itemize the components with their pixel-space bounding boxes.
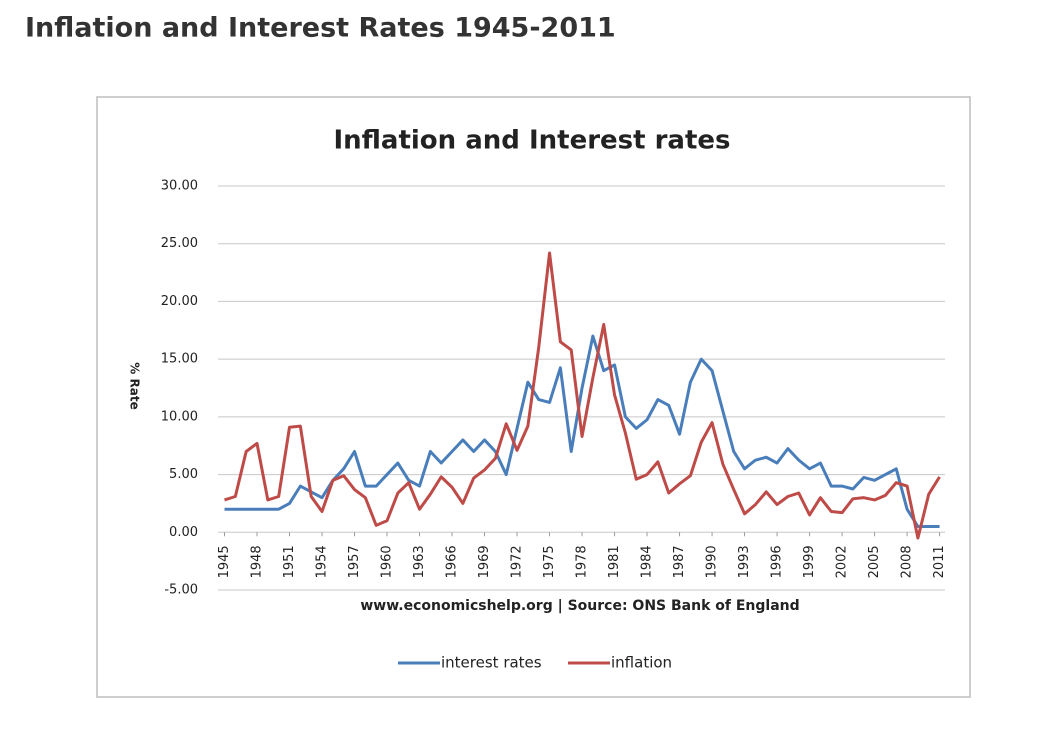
x-tick-label: 1951 [282, 545, 297, 578]
y-tick-label: 5.00 [169, 467, 198, 482]
x-tick-label: 2002 [835, 545, 850, 578]
x-tick-label: 1945 [217, 545, 232, 578]
page-title: Inflation and Interest Rates 1945-2011 [25, 13, 616, 44]
x-tick-label: 1969 [477, 545, 492, 578]
y-tick-label: 25.00 [161, 236, 198, 251]
y-axis-label: % Rate [128, 362, 142, 409]
x-tick-label: 1981 [607, 545, 622, 578]
x-tick-label: 1990 [705, 545, 720, 578]
x-tick-label: 1996 [770, 545, 785, 578]
y-tick-label: 10.00 [161, 409, 198, 424]
x-tick-label: 1957 [347, 545, 362, 578]
y-tick-label: -5.00 [164, 583, 198, 598]
x-tick-label: 1975 [542, 545, 557, 578]
x-tick-label: 1963 [412, 545, 427, 578]
x-tick-label: 1954 [315, 545, 330, 578]
x-tick-label: 2008 [900, 545, 915, 578]
x-tick-label: 1984 [640, 545, 655, 578]
chart-frame [96, 96, 971, 698]
x-tick-label: 2005 [867, 545, 882, 578]
x-tick-label: 1978 [575, 545, 590, 578]
legend-label: inflation [611, 654, 672, 672]
y-tick-label: 15.00 [161, 352, 198, 367]
chart-title: Inflation and Interest rates [333, 126, 730, 156]
x-tick-label: 1987 [672, 545, 687, 578]
y-tick-label: 20.00 [161, 294, 198, 309]
x-tick-label: 1948 [250, 545, 265, 578]
y-tick-label: 0.00 [169, 525, 198, 540]
x-tick-label: 1972 [510, 545, 525, 578]
series-line [224, 251, 941, 540]
y-tick-label: 30.00 [161, 179, 198, 194]
series-line [224, 334, 940, 529]
x-tick-label: 1960 [380, 545, 395, 578]
x-tick-label: 1966 [445, 545, 460, 578]
source-note: www.economicshelp.org | Source: ONS Bank… [360, 598, 799, 614]
x-tick-label: 2011 [932, 545, 947, 578]
x-tick-label: 1999 [802, 545, 817, 578]
legend-label: interest rates [441, 654, 542, 672]
x-tick-label: 1993 [737, 545, 752, 578]
